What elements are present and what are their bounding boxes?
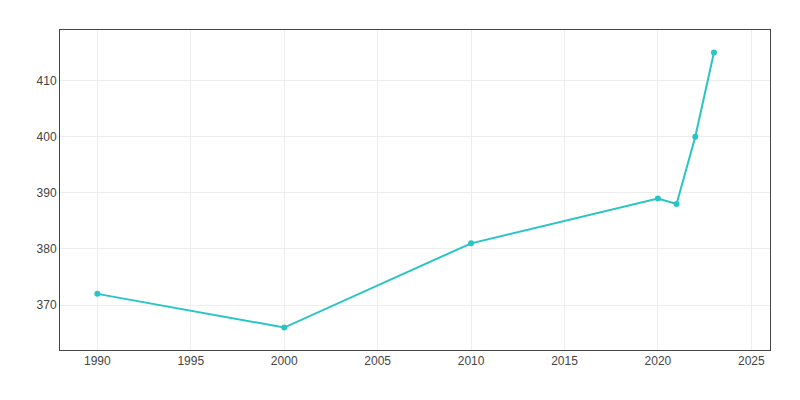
svg-text:2020: 2020: [645, 354, 672, 368]
svg-text:370: 370: [37, 298, 57, 312]
svg-text:2010: 2010: [458, 354, 485, 368]
svg-text:410: 410: [37, 74, 57, 88]
svg-text:2015: 2015: [551, 354, 578, 368]
svg-text:2005: 2005: [364, 354, 391, 368]
svg-text:390: 390: [37, 186, 57, 200]
svg-text:2000: 2000: [271, 354, 298, 368]
svg-text:1990: 1990: [84, 354, 111, 368]
svg-text:2025: 2025: [738, 354, 765, 368]
svg-text:400: 400: [37, 130, 57, 144]
svg-text:1995: 1995: [177, 354, 204, 368]
svg-text:380: 380: [37, 242, 57, 256]
